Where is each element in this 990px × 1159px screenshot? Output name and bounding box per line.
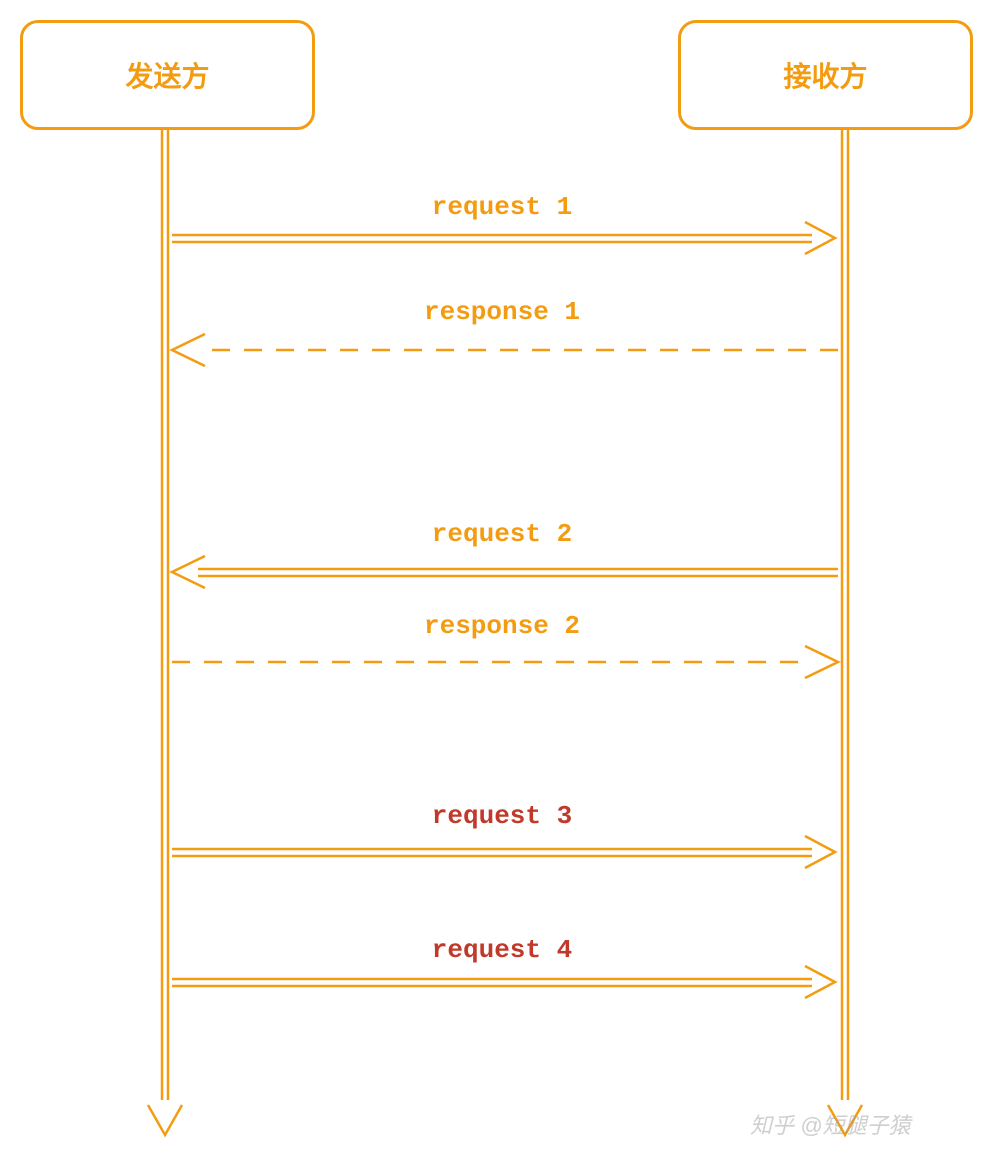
watermark-text: 知乎 @短腿子猿 (750, 1108, 910, 1140)
label-response-2: response 2 (172, 611, 832, 641)
label-request-2: request 2 (172, 519, 832, 549)
label-request-3: request 3 (172, 801, 832, 831)
arrow-response-1 (172, 334, 838, 366)
arrow-request-3 (172, 836, 835, 868)
label-request-1: request 1 (172, 192, 832, 222)
arrow-request-4 (172, 966, 835, 998)
arrow-request-1 (172, 222, 835, 254)
arrow-request-2 (172, 556, 838, 588)
label-response-1: response 1 (172, 297, 832, 327)
sequence-svg (0, 0, 990, 1159)
arrow-response-2 (172, 646, 838, 678)
label-request-4: request 4 (172, 935, 832, 965)
